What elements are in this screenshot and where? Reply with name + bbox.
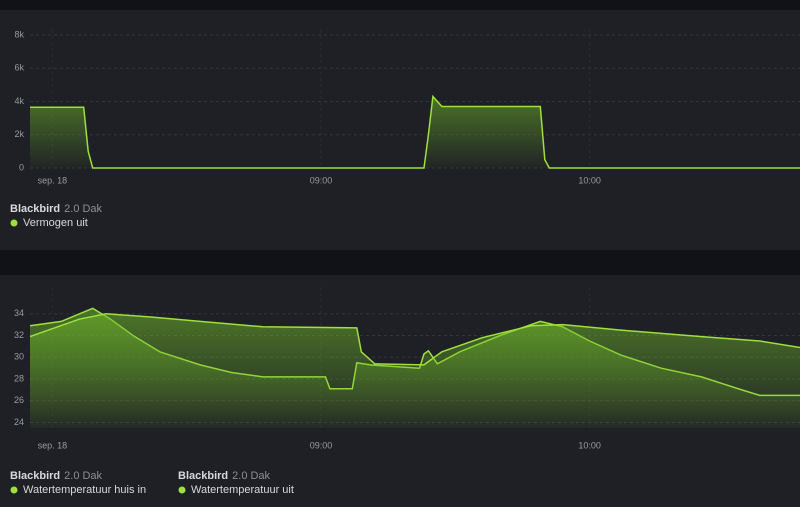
x-tick-label: 09:00 — [310, 175, 333, 185]
legend-group: Blackbird — [10, 470, 60, 482]
line — [30, 94, 800, 169]
area — [30, 313, 800, 428]
y-tick-label: 24 — [14, 417, 24, 427]
x-tick-label: sep. 18 — [38, 175, 68, 185]
x-tick-label: 10:00 — [578, 175, 601, 185]
legend-dot — [10, 486, 18, 494]
x-tick-label: sep. 18 — [38, 440, 68, 450]
legend-label: Watertemperatuur huis in — [23, 484, 146, 496]
panel — [0, 10, 800, 250]
y-tick-label: 26 — [14, 395, 24, 405]
legend-group: Blackbird — [178, 470, 228, 482]
y-tick-label: 28 — [14, 373, 24, 383]
y-tick-label: 2k — [14, 129, 24, 139]
x-tick-label: 10:00 — [578, 440, 601, 450]
line — [29, 313, 800, 366]
y-tick-label: 32 — [14, 330, 24, 340]
y-tick-label: 8k — [14, 29, 24, 39]
legend-dot — [10, 219, 18, 227]
y-tick-label: 34 — [14, 308, 24, 318]
legend-label: Vermogen uit — [23, 217, 88, 229]
legend-sub: 2.0 Dak — [64, 470, 102, 482]
y-tick-label: 30 — [14, 352, 24, 362]
legend-sub: 2.0 Dak — [232, 470, 270, 482]
legend-label: Watertemperatuur uit — [191, 484, 294, 496]
x-tick-label: 09:00 — [310, 440, 333, 450]
y-tick-label: 0 — [19, 162, 24, 172]
y-tick-label: 4k — [14, 96, 24, 106]
y-tick-label: 6k — [14, 63, 24, 73]
legend-sub: 2.0 Dak — [64, 203, 102, 215]
legend-dot — [178, 486, 186, 494]
legend-group: Blackbird — [10, 203, 60, 215]
